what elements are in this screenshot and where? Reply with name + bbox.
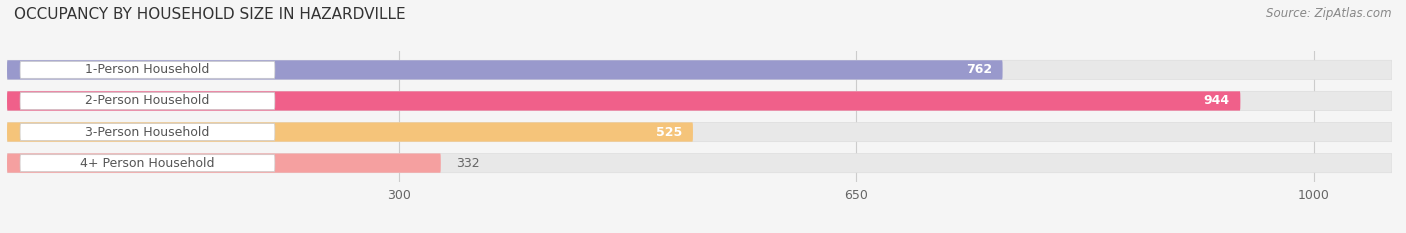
FancyBboxPatch shape — [20, 124, 274, 140]
FancyBboxPatch shape — [7, 122, 693, 142]
Text: OCCUPANCY BY HOUSEHOLD SIZE IN HAZARDVILLE: OCCUPANCY BY HOUSEHOLD SIZE IN HAZARDVIL… — [14, 7, 406, 22]
Text: 2-Person Household: 2-Person Household — [86, 94, 209, 107]
FancyBboxPatch shape — [7, 60, 1002, 79]
Text: 762: 762 — [966, 63, 993, 76]
Text: 4+ Person Household: 4+ Person Household — [80, 157, 215, 170]
FancyBboxPatch shape — [7, 91, 1392, 111]
Text: 3-Person Household: 3-Person Household — [86, 126, 209, 139]
FancyBboxPatch shape — [7, 154, 441, 173]
Text: 332: 332 — [457, 157, 479, 170]
FancyBboxPatch shape — [7, 122, 1392, 142]
Text: Source: ZipAtlas.com: Source: ZipAtlas.com — [1267, 7, 1392, 20]
FancyBboxPatch shape — [20, 155, 274, 171]
FancyBboxPatch shape — [7, 60, 1392, 79]
Text: 944: 944 — [1204, 94, 1230, 107]
FancyBboxPatch shape — [20, 93, 274, 109]
Text: 525: 525 — [657, 126, 682, 139]
Text: 1-Person Household: 1-Person Household — [86, 63, 209, 76]
FancyBboxPatch shape — [7, 154, 1392, 173]
FancyBboxPatch shape — [20, 62, 274, 78]
FancyBboxPatch shape — [7, 91, 1240, 111]
